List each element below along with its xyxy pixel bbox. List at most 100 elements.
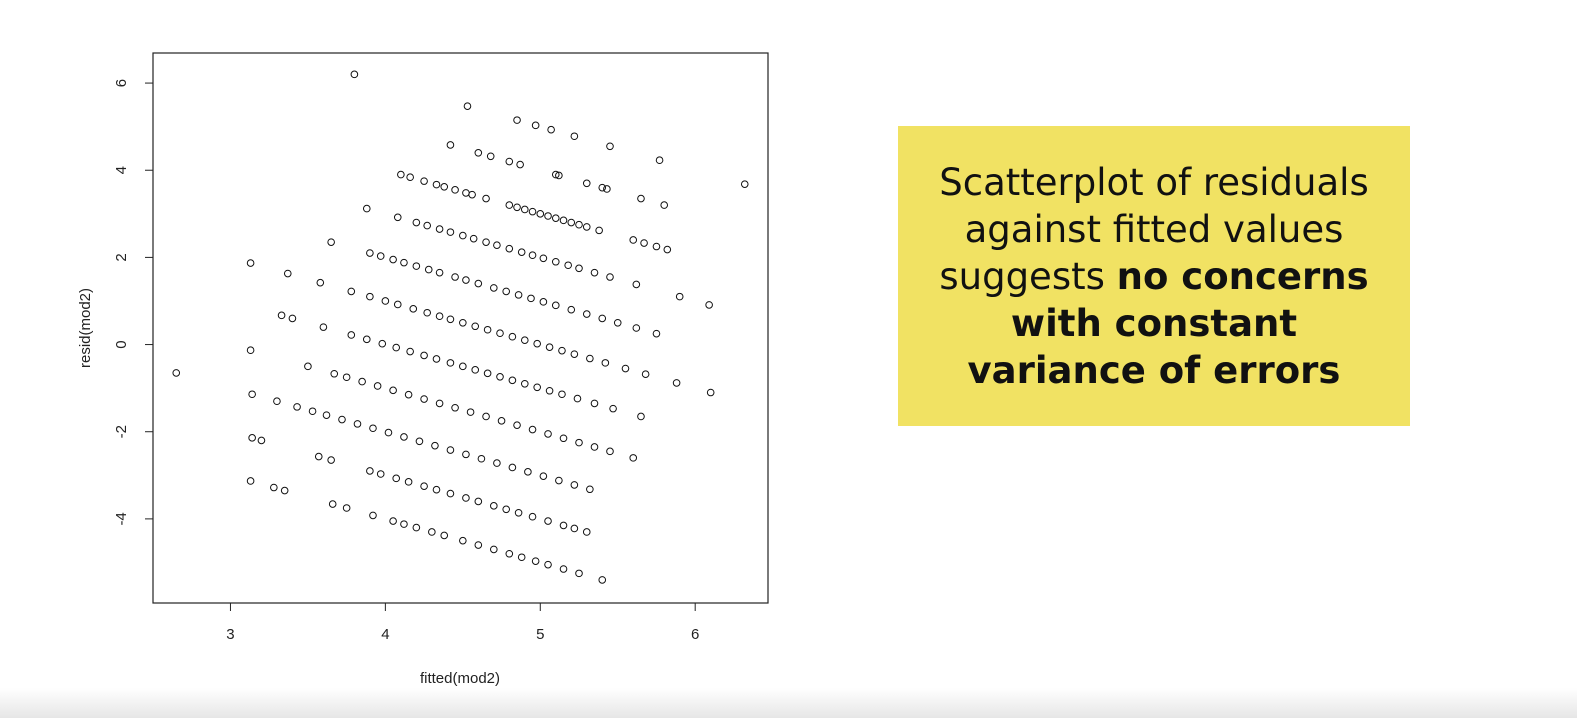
point (459, 318, 467, 327)
point (520, 336, 529, 345)
point (652, 242, 661, 251)
point (505, 157, 514, 166)
point (471, 366, 480, 374)
point (496, 329, 504, 338)
point (389, 255, 397, 264)
point (528, 512, 537, 521)
point (435, 225, 444, 233)
point (293, 403, 301, 411)
point (428, 528, 436, 536)
point (545, 343, 554, 351)
point (350, 70, 359, 79)
point (637, 194, 645, 203)
point (567, 218, 576, 227)
point (606, 142, 614, 151)
point (601, 359, 610, 367)
point (366, 467, 374, 475)
x-tick-label: 3 (226, 626, 234, 643)
point (527, 294, 535, 303)
point (440, 531, 449, 540)
point (446, 446, 455, 454)
point (528, 425, 537, 434)
point (539, 254, 548, 263)
point (514, 291, 523, 299)
point (533, 339, 541, 348)
point (564, 261, 572, 270)
point (420, 177, 428, 185)
point (381, 297, 390, 305)
point (338, 415, 346, 424)
point (446, 359, 455, 367)
point (248, 390, 256, 399)
point (547, 125, 555, 134)
point (435, 399, 444, 408)
point (514, 508, 523, 517)
point (404, 390, 413, 399)
point (632, 324, 641, 332)
point (629, 236, 638, 244)
point (544, 212, 552, 220)
point (559, 521, 568, 530)
point (598, 314, 607, 323)
point (397, 170, 405, 179)
point (468, 190, 476, 199)
point (409, 305, 418, 313)
y-tick-label: 4 (113, 166, 130, 174)
point (369, 424, 377, 433)
point (172, 369, 181, 377)
point (508, 332, 517, 341)
y-axis-label: resid(mod2) (77, 288, 94, 368)
point (508, 376, 517, 385)
annotation-bold: with constant (1010, 301, 1298, 345)
point (283, 269, 292, 278)
point (420, 351, 428, 360)
point (471, 322, 480, 331)
point (459, 536, 467, 545)
point (573, 394, 582, 403)
point (373, 382, 382, 390)
point (502, 505, 510, 514)
point (544, 430, 552, 438)
point (270, 483, 278, 492)
point (342, 373, 351, 382)
point (353, 420, 362, 428)
point (493, 241, 501, 249)
point (462, 189, 470, 197)
point (517, 553, 526, 562)
point (362, 335, 371, 344)
point (505, 549, 514, 558)
point (575, 438, 583, 447)
point (469, 234, 478, 243)
point (366, 292, 374, 301)
point (655, 156, 664, 165)
point (539, 472, 548, 480)
point (590, 443, 599, 451)
point (513, 421, 521, 429)
point (490, 284, 498, 292)
point (420, 395, 428, 403)
point (551, 170, 560, 179)
point (424, 265, 433, 274)
point (358, 377, 366, 386)
point (672, 379, 681, 387)
point (246, 346, 255, 355)
point (462, 494, 470, 502)
point (559, 565, 568, 573)
point (632, 280, 641, 289)
point (462, 450, 470, 459)
point (595, 226, 603, 235)
point (513, 116, 521, 124)
point (582, 528, 591, 536)
point (376, 252, 385, 260)
point (280, 486, 289, 495)
annotation-line: with constant (1011, 300, 1297, 347)
point (517, 248, 526, 256)
annotation-line: suggests no concerns (939, 253, 1368, 300)
point (384, 428, 393, 437)
point (319, 323, 328, 331)
y-tick-label: 6 (113, 79, 130, 87)
point (327, 456, 335, 464)
point (415, 437, 424, 446)
point (545, 386, 554, 395)
